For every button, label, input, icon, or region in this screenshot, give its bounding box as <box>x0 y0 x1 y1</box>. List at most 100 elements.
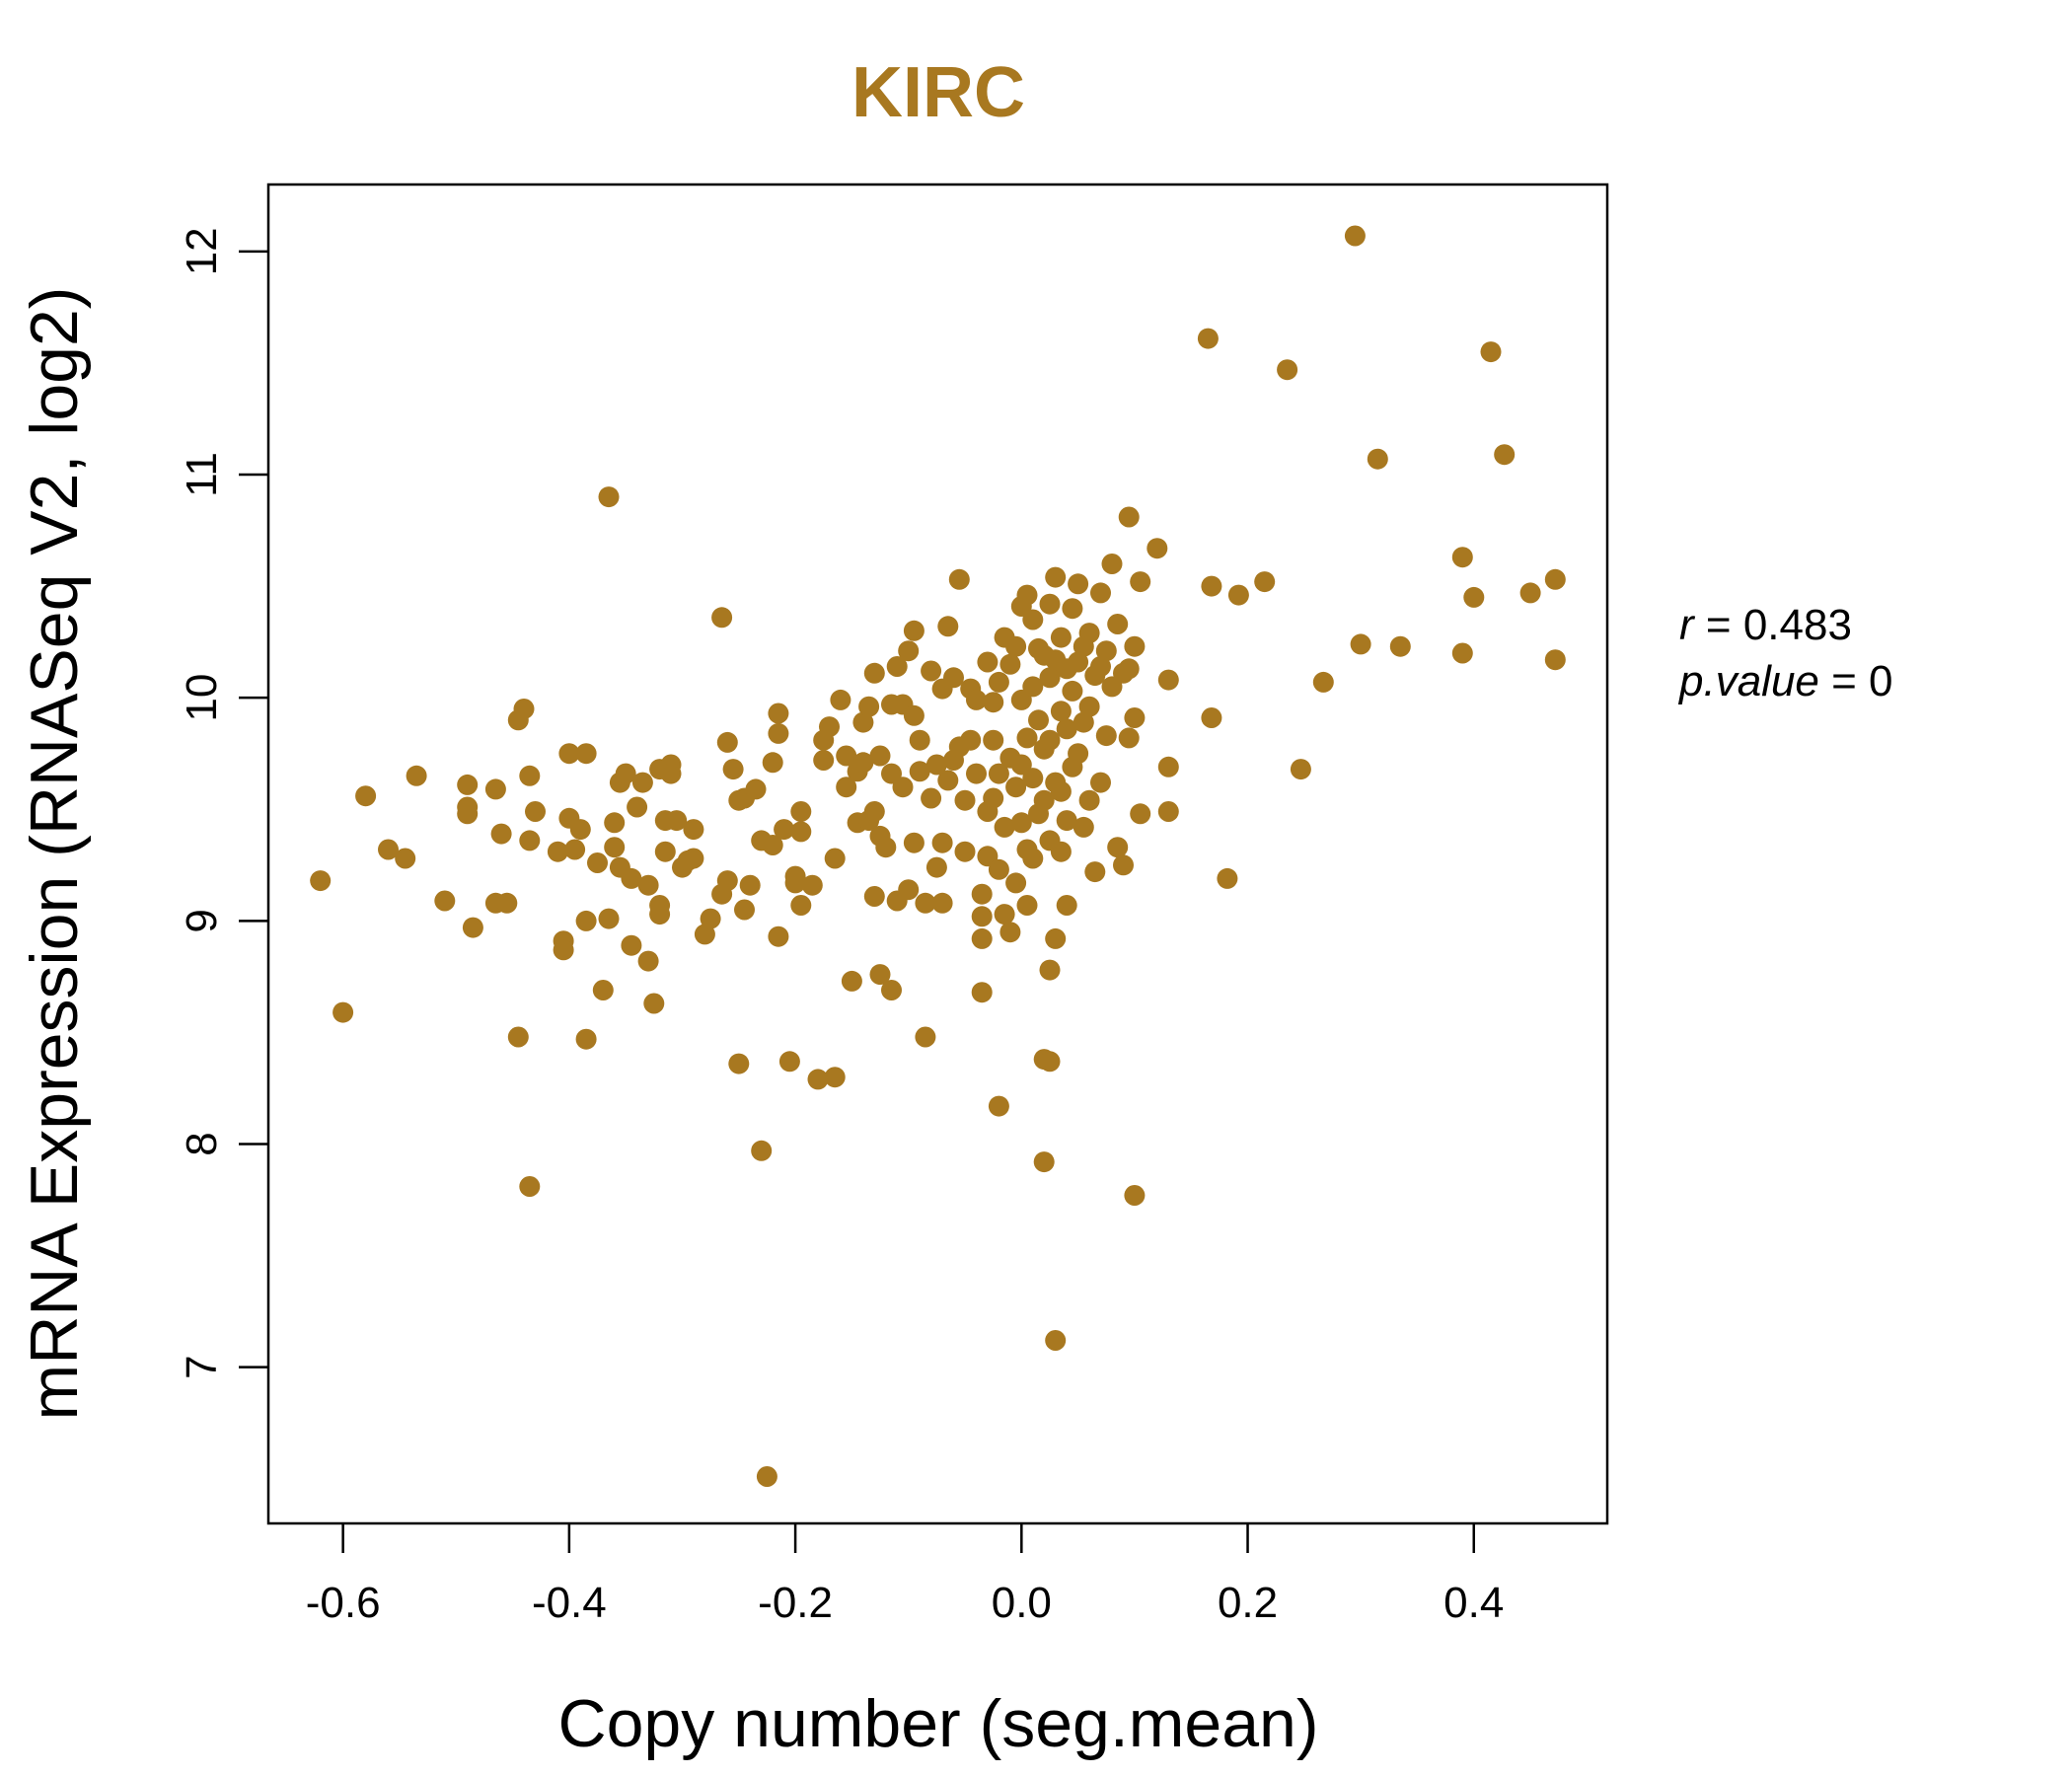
data-point <box>462 917 483 938</box>
data-point <box>1022 848 1044 869</box>
data-point <box>960 729 982 751</box>
data-point <box>1078 789 1100 811</box>
data-point <box>615 763 636 784</box>
data-point <box>937 616 959 637</box>
data-point <box>988 763 1009 784</box>
data-point <box>1068 743 1089 765</box>
data-point <box>852 711 874 733</box>
data-point <box>1056 718 1077 740</box>
data-point <box>1062 598 1083 620</box>
y-tick-label: 7 <box>178 1355 226 1378</box>
data-point <box>994 816 1015 838</box>
data-point <box>547 841 568 862</box>
data-point <box>971 982 993 1003</box>
data-point <box>762 835 783 855</box>
data-point <box>836 745 857 767</box>
data-point <box>1157 669 1179 691</box>
data-point <box>631 772 653 793</box>
data-point <box>824 1067 846 1088</box>
p-value: 0 <box>1869 657 1892 705</box>
data-point <box>1107 614 1129 634</box>
data-point <box>553 939 574 961</box>
data-point <box>598 908 620 929</box>
data-point <box>627 796 648 818</box>
data-point <box>1095 725 1117 747</box>
data-point <box>768 722 789 744</box>
data-point <box>903 620 925 641</box>
data-point <box>1197 328 1219 349</box>
data-point <box>1463 586 1485 608</box>
data-point <box>807 1069 829 1090</box>
x-axis: -0.6 -0.4 -0.2 0.0 0.2 0.4 <box>306 1523 1504 1627</box>
data-point <box>774 819 795 841</box>
data-point <box>1124 707 1146 728</box>
data-point <box>525 801 546 822</box>
data-point <box>1062 680 1083 702</box>
data-point <box>660 763 682 784</box>
data-point <box>925 856 947 878</box>
data-point <box>1084 861 1106 883</box>
data-point <box>621 867 642 889</box>
data-point <box>954 841 976 862</box>
data-point <box>863 801 885 822</box>
data-point <box>1118 658 1140 680</box>
r-annotation: r = 0.483 <box>1679 601 1852 649</box>
data-point <box>1039 1051 1061 1073</box>
data-point <box>1068 651 1089 673</box>
data-point <box>604 837 626 858</box>
data-point <box>768 703 789 724</box>
data-point <box>966 689 987 710</box>
data-point <box>852 752 874 774</box>
data-point <box>1101 554 1123 574</box>
x-axis-label: Copy number (seg.mean) <box>557 1686 1318 1761</box>
data-point <box>988 671 1009 693</box>
data-point <box>637 950 659 972</box>
data-point <box>790 895 812 916</box>
data-point <box>751 1140 773 1161</box>
data-point <box>903 832 925 853</box>
data-point <box>836 777 857 798</box>
data-point <box>813 750 835 771</box>
data-point <box>587 852 608 873</box>
data-point <box>1050 627 1072 648</box>
data-point <box>931 892 953 914</box>
x-tick-label: 0.2 <box>1218 1579 1278 1627</box>
data-point <box>909 729 930 751</box>
data-point <box>643 993 665 1014</box>
data-point <box>881 980 902 1000</box>
data-point <box>1033 1151 1055 1173</box>
p-annotation: p.value = 0 <box>1677 657 1893 705</box>
data-point <box>1045 566 1067 588</box>
data-point <box>1050 841 1072 862</box>
data-point <box>1039 593 1061 615</box>
data-point <box>1095 640 1117 662</box>
data-point <box>654 841 676 862</box>
data-point <box>1016 727 1038 749</box>
data-point <box>575 743 597 765</box>
data-point <box>1254 571 1276 593</box>
data-point <box>716 870 738 892</box>
data-point <box>333 1001 354 1023</box>
data-point <box>915 892 936 914</box>
data-point <box>637 874 659 896</box>
data-point <box>1157 756 1179 777</box>
data-point <box>564 839 586 860</box>
data-point <box>513 699 535 719</box>
data-point <box>915 1026 936 1048</box>
data-point <box>1544 649 1566 671</box>
x-tick-label: -0.2 <box>758 1579 833 1627</box>
data-point <box>739 874 761 896</box>
data-point <box>892 777 914 798</box>
data-point <box>1050 701 1072 722</box>
data-point <box>841 970 862 992</box>
y-axis: 7 8 9 10 11 12 <box>178 227 268 1379</box>
data-point <box>1039 667 1061 689</box>
data-point <box>1016 584 1038 606</box>
data-point <box>355 785 377 807</box>
data-point <box>490 823 512 845</box>
data-point <box>937 770 959 791</box>
data-point <box>1022 676 1044 698</box>
data-point <box>604 812 626 834</box>
data-point <box>824 848 846 869</box>
data-point <box>966 763 987 784</box>
